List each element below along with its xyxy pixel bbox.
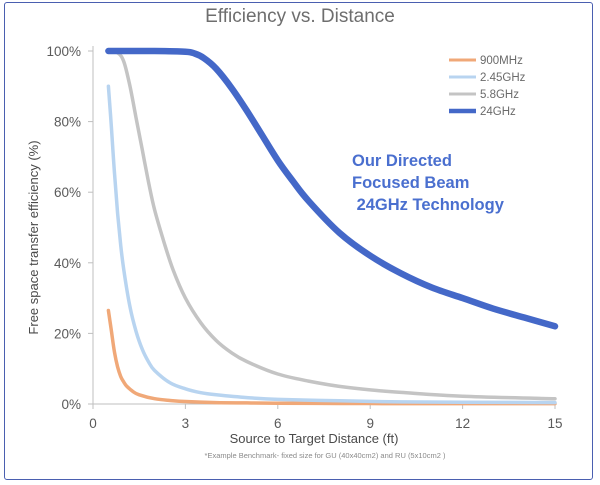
series-line-5-8ghz	[106, 49, 557, 401]
annotation-line: 24GHz Technology	[352, 196, 505, 214]
y-tick-label: 20%	[54, 326, 81, 341]
legend-label: 2.45GHz	[480, 72, 526, 84]
y-tick-label: 40%	[54, 256, 81, 271]
legend: 900MHz 2.45GHz 5.8GHz 24GHz	[449, 55, 526, 118]
annotation-line: Focused Beam	[352, 174, 469, 192]
series-lines	[105, 47, 559, 406]
y-axis-label: Free space transfer efficiency (%)	[26, 140, 41, 334]
y-tick-label: 60%	[54, 185, 81, 200]
x-tick-label: 0	[89, 416, 97, 431]
x-tick-label: 15	[547, 416, 562, 431]
annotation-text: Our Directed Focused Beam 24GHz Technolog…	[352, 152, 505, 214]
y-tick-label: 100%	[46, 44, 81, 59]
legend-label: 900MHz	[480, 55, 523, 67]
x-tick-label: 3	[182, 416, 190, 431]
y-tick-label: 80%	[54, 115, 81, 130]
x-axis-label: Source to Target Distance (ft)	[230, 431, 399, 446]
x-tick-label: 9	[366, 416, 374, 431]
footnote: *Example Benchmark- fixed size for GU (4…	[204, 451, 446, 460]
series-line-900mhz	[106, 308, 557, 406]
axes: 0% 20% 40% 60% 80% 100% 0 3 6 9 12 15	[46, 44, 562, 431]
x-tick-label: 12	[455, 416, 470, 431]
y-tick-label: 0%	[61, 397, 81, 412]
legend-label: 24GHz	[480, 106, 516, 118]
chart-title: Efficiency vs. Distance	[205, 6, 395, 27]
annotation-line: Our Directed	[352, 152, 452, 170]
x-tick-label: 6	[274, 416, 282, 431]
series-line-2-45ghz	[106, 84, 557, 405]
series-line-24ghz	[105, 47, 559, 330]
legend-label: 5.8GHz	[480, 89, 519, 101]
